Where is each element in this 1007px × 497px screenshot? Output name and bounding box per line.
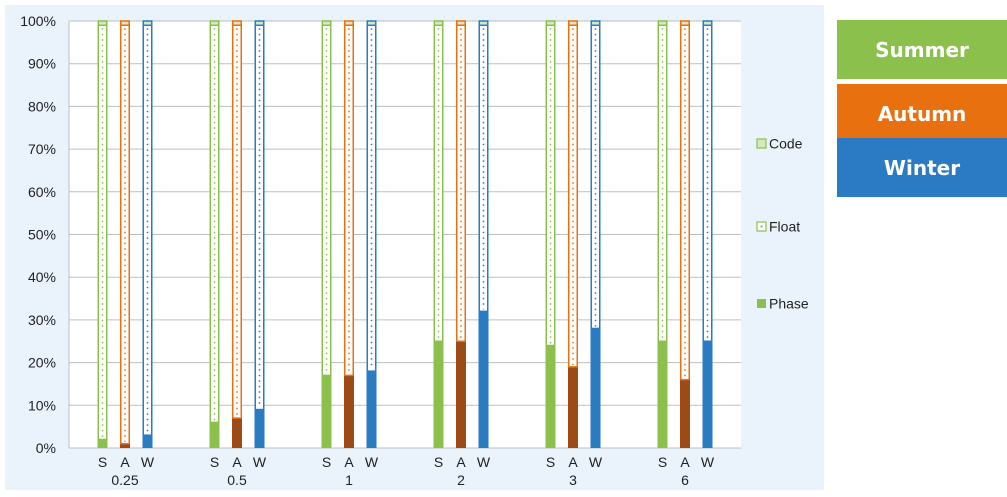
group-label: 6 bbox=[681, 472, 689, 488]
code-bar-A bbox=[456, 20, 466, 27]
bar-label: W bbox=[701, 454, 715, 470]
code-bar-A bbox=[120, 20, 130, 27]
bar-label: S bbox=[322, 454, 331, 470]
legend-float-dot bbox=[760, 225, 763, 228]
phase-bar-A bbox=[456, 341, 466, 448]
summer-label: Summer bbox=[875, 37, 969, 62]
phase-bar-S bbox=[545, 345, 556, 448]
y-tick-label: 10% bbox=[28, 397, 56, 413]
bar-label: A bbox=[120, 454, 130, 470]
phase-bar-S bbox=[657, 341, 668, 448]
code-bar-A bbox=[680, 20, 690, 27]
code-bar-S bbox=[657, 20, 668, 27]
code-bar-S bbox=[433, 20, 444, 27]
y-tick-label: 50% bbox=[28, 227, 56, 243]
autumn-label: Autumn bbox=[877, 101, 967, 126]
float-bar-W bbox=[142, 24, 153, 436]
phase-bar-A bbox=[120, 443, 130, 448]
y-tick-label: 100% bbox=[20, 13, 56, 29]
code-bar-A bbox=[568, 20, 578, 27]
phase-bar-W bbox=[142, 435, 153, 448]
chart-svg: 0%10%20%30%40%50%60%70%80%90%100%S A W0.25… bbox=[5, 5, 824, 490]
code-bar-S bbox=[209, 20, 220, 27]
winter-label: Winter bbox=[883, 155, 961, 180]
bar-label: S bbox=[98, 454, 107, 470]
bar-label: W bbox=[253, 454, 267, 470]
bar-label: A bbox=[680, 454, 690, 470]
phase-bar-W bbox=[702, 341, 713, 448]
bar-label: A bbox=[568, 454, 578, 470]
y-tick-label: 80% bbox=[28, 98, 56, 114]
bar-label: A bbox=[344, 454, 354, 470]
stacked-bar-chart: 0% 10% 20% 30% 40% 50% 60% 70% 80% 90% 100% S A W 0.25… bbox=[5, 5, 824, 490]
phase-bar-A bbox=[232, 418, 242, 448]
bar-label: W bbox=[141, 454, 155, 470]
phase-bar-W bbox=[478, 311, 489, 448]
autumn-box: Autumn bbox=[837, 84, 1007, 143]
bar-label: A bbox=[456, 454, 466, 470]
phase-bar-W bbox=[590, 328, 601, 448]
legend-phase-swatch bbox=[757, 299, 766, 308]
bar-label: A bbox=[232, 454, 242, 470]
legend-code-swatch bbox=[756, 138, 767, 149]
legend-label: Phase bbox=[769, 296, 809, 312]
code-bar-W bbox=[142, 20, 153, 27]
winter-box: Winter bbox=[837, 138, 1007, 197]
bar-label: S bbox=[210, 454, 219, 470]
summer-box: Summer bbox=[837, 20, 1007, 79]
y-tick-label: 90% bbox=[28, 56, 56, 72]
phase-bar-W bbox=[254, 409, 265, 448]
code-bar-W bbox=[702, 20, 713, 27]
float-bar-W bbox=[254, 24, 265, 411]
y-tick-label: 30% bbox=[28, 312, 56, 328]
bar-label: S bbox=[434, 454, 443, 470]
phase-bar-S bbox=[97, 439, 108, 448]
code-bar-S bbox=[545, 20, 556, 27]
code-bar-W bbox=[590, 20, 601, 27]
group-label: 3 bbox=[569, 472, 577, 488]
group-label: 0.25 bbox=[111, 472, 138, 488]
float-bar-W bbox=[366, 24, 377, 372]
code-bar-W bbox=[254, 20, 265, 27]
float-bar-S bbox=[209, 24, 220, 424]
code-bar-A bbox=[232, 20, 242, 27]
code-bar-S bbox=[97, 20, 108, 27]
phase-bar-A bbox=[344, 375, 354, 448]
group-label: 0.5 bbox=[227, 472, 247, 488]
phase-bar-S bbox=[209, 422, 220, 448]
bar-label: S bbox=[546, 454, 555, 470]
bar-label: W bbox=[477, 454, 491, 470]
phase-bar-W bbox=[366, 371, 377, 448]
phase-bar-S bbox=[321, 375, 332, 448]
bar-label: W bbox=[365, 454, 379, 470]
phase-bar-A bbox=[680, 379, 690, 448]
group-label: 1 bbox=[345, 472, 353, 488]
bar-label: S bbox=[658, 454, 667, 470]
y-tick-label: 40% bbox=[28, 269, 56, 285]
y-tick-label: 70% bbox=[28, 141, 56, 157]
y-tick-label: 0% bbox=[36, 440, 56, 456]
code-bar-A bbox=[344, 20, 354, 27]
legend-label: Code bbox=[769, 136, 803, 152]
bar-label: W bbox=[589, 454, 603, 470]
legend-label: Float bbox=[769, 219, 800, 235]
code-bar-S bbox=[321, 20, 332, 27]
group-label: 2 bbox=[457, 472, 465, 488]
phase-bar-A bbox=[568, 366, 578, 448]
phase-bar-S bbox=[433, 341, 444, 448]
y-tick-label: 20% bbox=[28, 355, 56, 371]
code-bar-W bbox=[366, 20, 377, 27]
y-tick-label: 60% bbox=[28, 184, 56, 200]
code-bar-W bbox=[478, 20, 489, 27]
